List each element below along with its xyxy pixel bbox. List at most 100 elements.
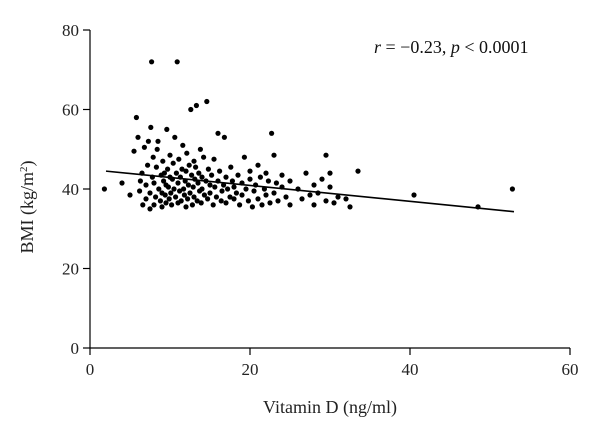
data-point: [509, 186, 515, 192]
data-point: [201, 154, 207, 160]
data-point: [172, 134, 178, 140]
data-point: [215, 130, 221, 136]
data-point: [323, 152, 329, 158]
data-point: [271, 152, 277, 158]
data-point: [188, 106, 194, 113]
data-point: [218, 198, 224, 204]
data-point: [183, 204, 189, 210]
data-point: [196, 170, 202, 176]
p-value: < 0.0001: [460, 37, 529, 57]
data-point: [205, 166, 211, 172]
data-point: [223, 200, 229, 206]
data-point: [233, 190, 239, 196]
data-point: [199, 186, 205, 192]
data-point: [227, 194, 233, 200]
data-point: [119, 180, 125, 186]
data-point: [165, 184, 171, 190]
data-point: [179, 166, 185, 172]
data-point: [191, 194, 197, 200]
data-point: [303, 170, 309, 176]
data-point: [176, 156, 182, 162]
data-point: [245, 198, 251, 204]
data-point: [141, 144, 147, 150]
data-point: [229, 178, 235, 184]
data-point: [151, 202, 157, 208]
data-point: [269, 130, 275, 136]
data-point: [135, 134, 141, 140]
data-point: [243, 186, 249, 192]
data-point: [143, 182, 149, 188]
data-point: [275, 198, 281, 204]
correlation-annotation: r = −0.23, p < 0.0001: [374, 37, 528, 57]
data-point: [161, 170, 167, 176]
data-point: [221, 134, 227, 140]
data-point: [225, 186, 231, 192]
data-point: [257, 174, 263, 180]
data-point: [189, 202, 195, 208]
data-point: [207, 182, 213, 188]
data-point: [163, 200, 169, 206]
data-point: [209, 172, 215, 178]
data-point: [147, 190, 153, 196]
data-point: [327, 170, 333, 176]
data-point: [137, 178, 143, 184]
data-point: [205, 196, 211, 202]
data-point: [249, 204, 255, 210]
y-axis-title: BMI (kg/m2): [17, 160, 38, 253]
data-point: [259, 202, 265, 208]
data-point: [307, 192, 313, 198]
data-point: [161, 178, 167, 184]
data-point: [189, 172, 195, 178]
data-point: [228, 164, 234, 170]
data-point: [299, 196, 305, 202]
data-point: [140, 202, 146, 208]
x-tick-label: 40: [402, 360, 419, 379]
data-point: [147, 206, 153, 212]
data-point: [101, 186, 107, 192]
data-point: [273, 180, 279, 186]
data-point: [247, 168, 253, 174]
data-point: [157, 198, 163, 204]
data-point: [191, 158, 197, 164]
data-point: [223, 174, 229, 180]
data-point: [231, 196, 237, 202]
data-point: [153, 164, 159, 170]
data-point: [185, 196, 191, 202]
data-point: [151, 180, 157, 186]
data-point: [195, 180, 201, 186]
data-point: [287, 202, 293, 208]
data-point: [183, 168, 189, 174]
data-point: [198, 200, 204, 206]
data-point: [185, 182, 191, 188]
data-point: [255, 196, 261, 202]
data-point: [212, 184, 218, 190]
data-point: [190, 184, 196, 190]
data-point: [181, 192, 187, 198]
data-point: [343, 196, 349, 202]
data-point: [265, 178, 271, 184]
data-point: [159, 204, 165, 210]
data-point: [168, 190, 174, 196]
data-point: [145, 162, 151, 168]
data-point: [237, 202, 243, 208]
data-point: [210, 202, 216, 208]
data-point: [204, 98, 210, 105]
x-tick-label: 60: [562, 360, 579, 379]
data-point: [181, 186, 187, 192]
data-point: [186, 162, 192, 168]
data-point: [319, 176, 325, 182]
data-point: [251, 188, 257, 194]
data-point: [194, 198, 200, 204]
data-point: [154, 146, 160, 152]
data-point: [347, 204, 353, 210]
data-point: [207, 190, 213, 196]
data-point: [187, 190, 193, 196]
data-point: [127, 192, 133, 198]
data-point: [263, 170, 269, 176]
data-point: [166, 196, 172, 202]
data-point: [193, 164, 199, 170]
data-point: [331, 200, 337, 206]
trend-line: [105, 170, 515, 213]
data-point: [327, 184, 333, 190]
